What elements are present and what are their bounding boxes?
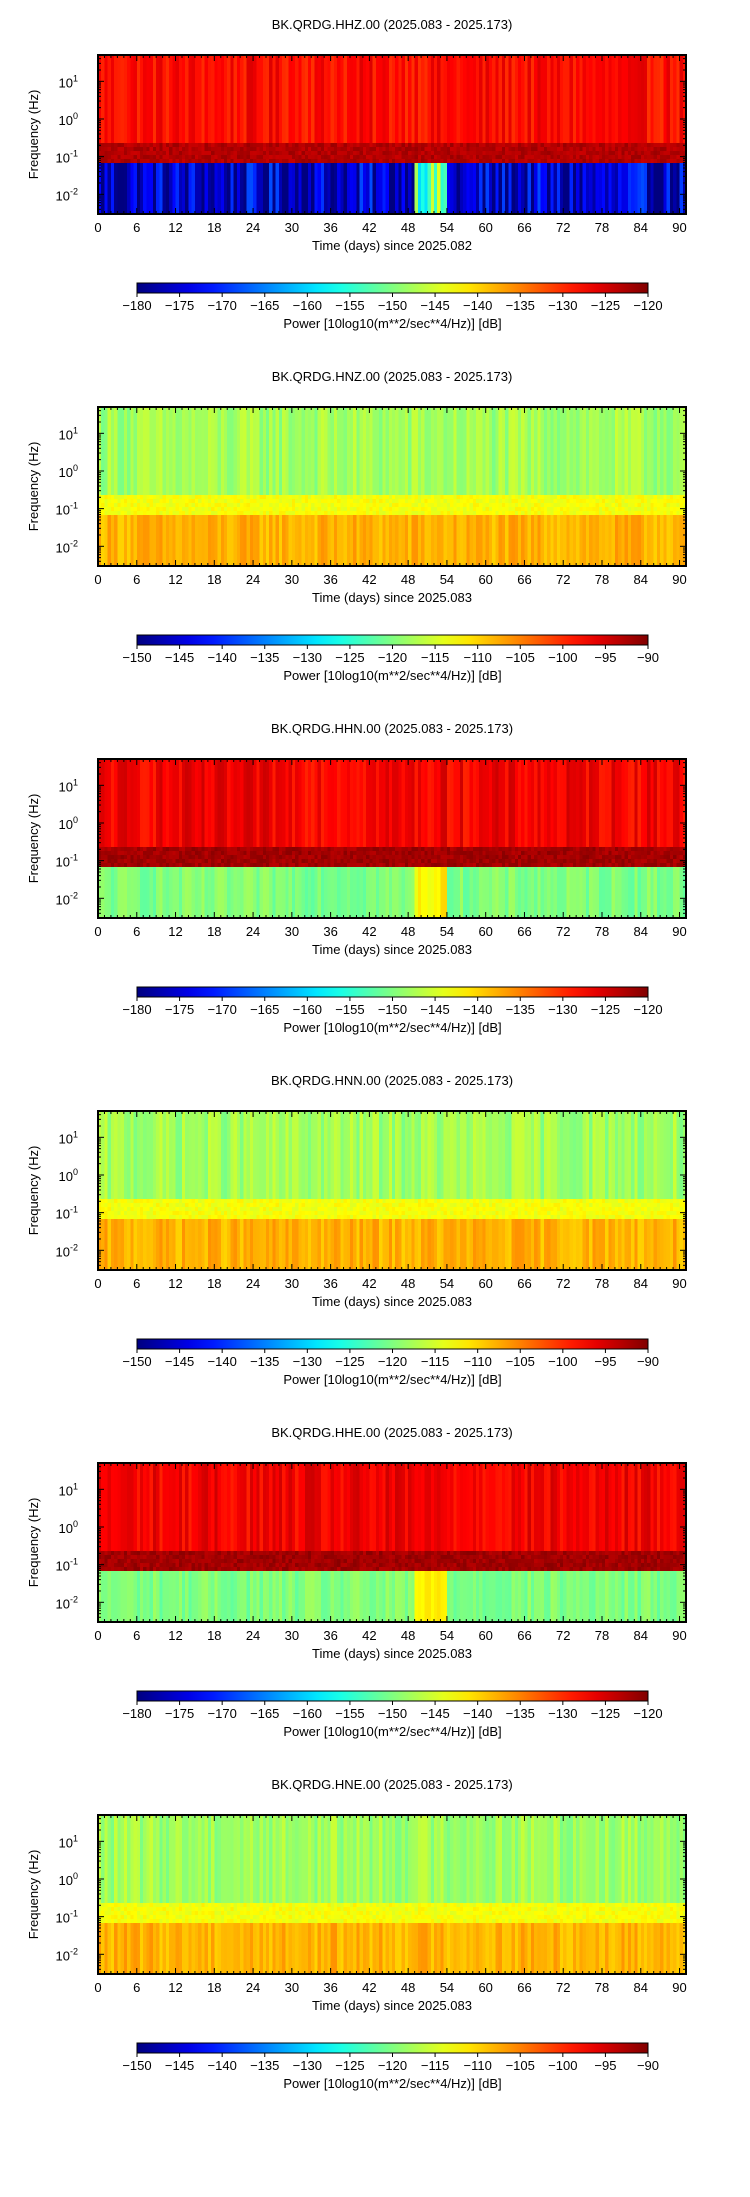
- spectrogram-panel-1: BK.QRDG.HHZ.00 (2025.083 - 2025.173)0 6 12…: [26, 17, 687, 331]
- spectrogram-figure: BK.QRDG.HHZ.00 (2025.083 - 2025.173)0 6 12…: [0, 0, 750, 2197]
- chart-title: BK.QRDG.HHZ.00 (2025.083 - 2025.173): [272, 17, 513, 32]
- heatmap-cells: [98, 55, 687, 215]
